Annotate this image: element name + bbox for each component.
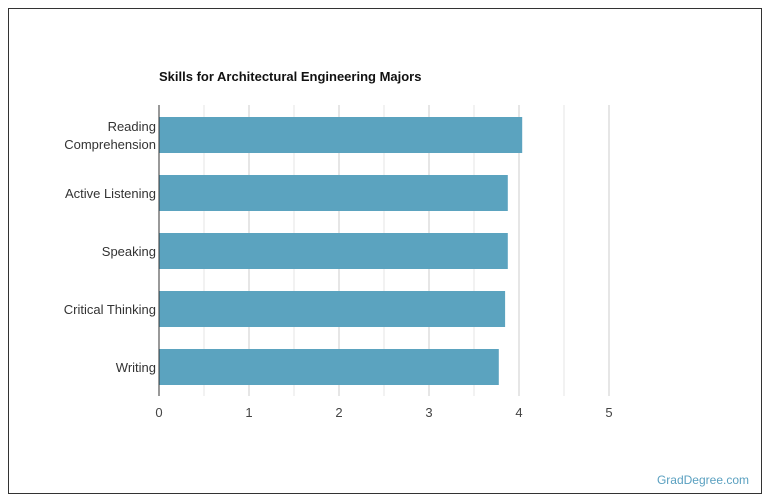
- x-tick-label: 5: [605, 405, 612, 420]
- x-tick-label: 1: [245, 405, 252, 420]
- bar: [159, 349, 499, 385]
- bar: [159, 117, 523, 153]
- category-label: Reading: [108, 119, 156, 134]
- x-tick-label: 0: [155, 405, 162, 420]
- category-label: Active Listening: [65, 186, 156, 201]
- category-label: Writing: [116, 360, 156, 375]
- bar: [159, 233, 508, 269]
- category-label: Critical Thinking: [64, 302, 156, 317]
- category-label: Comprehension: [64, 137, 156, 152]
- bar: [159, 175, 508, 211]
- credit-link[interactable]: GradDegree.com: [656, 473, 749, 487]
- chart-frame: Skills for Architectural Engineering Maj…: [8, 8, 762, 494]
- x-tick-label: 4: [515, 405, 522, 420]
- bar: [159, 291, 506, 327]
- x-tick-label: 3: [425, 405, 432, 420]
- category-label: Speaking: [102, 244, 156, 259]
- chart-title: Skills for Architectural Engineering Maj…: [159, 69, 421, 84]
- x-tick-label: 2: [335, 405, 342, 420]
